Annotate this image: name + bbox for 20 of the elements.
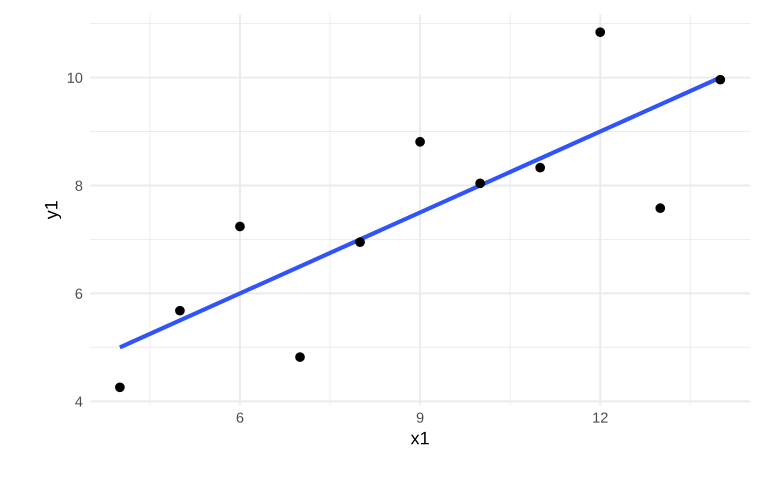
x-tick-label: 9: [416, 412, 424, 423]
x-axis-title: x1: [410, 432, 429, 444]
point: [715, 74, 726, 85]
point: [235, 222, 245, 232]
x-tick-label: 12: [593, 412, 608, 423]
point: [355, 237, 365, 247]
point: [175, 306, 185, 316]
y-tick-label: 6: [76, 288, 82, 299]
y-tick-label: 4: [75, 396, 82, 407]
y-tick-label: 8: [75, 180, 82, 191]
point: [475, 178, 485, 188]
point: [295, 352, 305, 362]
y-tick-label: 10: [68, 72, 82, 83]
point: [535, 162, 546, 173]
point: [415, 136, 425, 147]
y-axis-title: y1: [44, 201, 62, 220]
point: [115, 382, 125, 392]
x-tick-label: 6: [236, 412, 244, 423]
point: [595, 27, 606, 38]
point: [655, 203, 666, 214]
